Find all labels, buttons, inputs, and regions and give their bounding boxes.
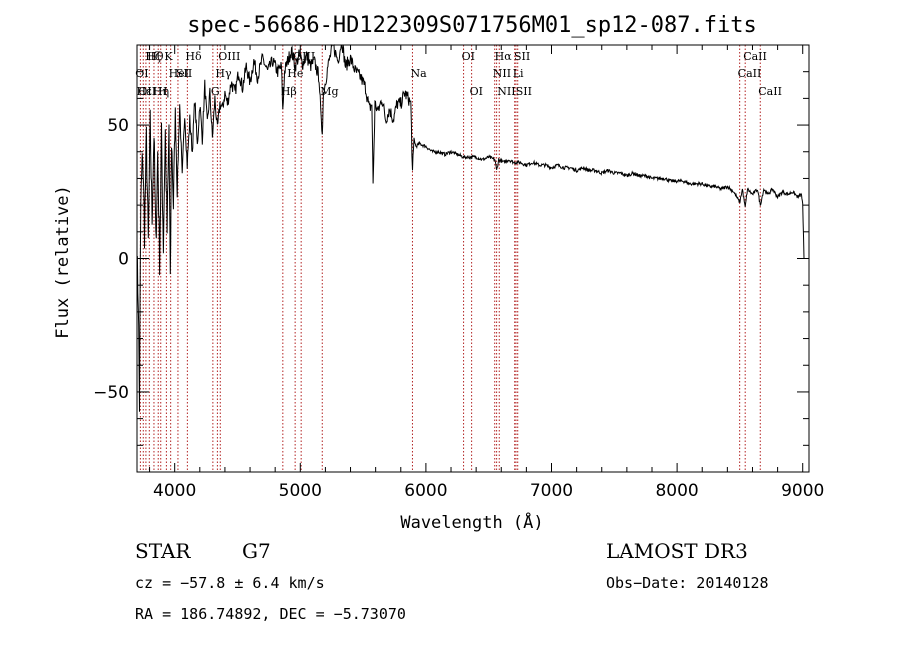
line-label: Hβ	[281, 85, 297, 98]
object-subclass: G7	[242, 539, 271, 563]
x-tick-label: 9000	[781, 481, 824, 501]
line-label: H	[158, 85, 168, 98]
line-label: He	[287, 67, 303, 80]
line-label: Hα	[495, 50, 513, 63]
line-label: OII	[138, 85, 156, 98]
line-label: CaII	[743, 50, 767, 63]
line-label: K	[164, 50, 173, 63]
spectral-line-markers	[139, 45, 761, 472]
line-label: OI	[462, 50, 475, 63]
line-label: Hδ	[185, 50, 202, 63]
line-label: Hε	[137, 85, 153, 98]
y-axis-ticks: −50 0 50	[93, 44, 809, 446]
line-label: CaII	[738, 67, 762, 80]
line-label: G	[211, 85, 220, 98]
line-label: CaII	[758, 85, 782, 98]
line-label: NII	[497, 85, 515, 98]
y-tick-label: 50	[107, 116, 129, 136]
x-tick-label: 6000	[404, 481, 447, 501]
ra-dec-coordinates: RA = 186.74892, DEC = −5.73070	[135, 605, 406, 623]
line-label: NII	[493, 67, 511, 80]
observation-date: Obs−Date: 20140128	[606, 574, 769, 592]
line-label: OI	[470, 85, 483, 98]
line-label: Hγ	[215, 67, 232, 80]
x-tick-label: 7000	[530, 481, 573, 501]
chart-title: spec-56686-HD122309S071756M01_sp12-087.f…	[187, 13, 757, 38]
line-label: SII	[516, 85, 532, 98]
line-label: Na	[410, 67, 427, 80]
plot-frame	[136, 44, 810, 473]
line-label: HeI	[169, 67, 189, 80]
line-label: Li	[513, 67, 524, 80]
object-class: STAR	[135, 539, 191, 563]
y-tick-label: 0	[118, 250, 129, 270]
x-axis-label: Wavelength (Å)	[400, 511, 543, 533]
y-tick-label: −50	[93, 383, 129, 403]
line-label: OIII	[218, 50, 240, 63]
line-label: Hη	[153, 85, 169, 98]
spectrum-series	[136, 44, 805, 412]
survey-name: LAMOST DR3	[606, 539, 748, 563]
line-label: OI	[135, 67, 148, 80]
line-label: SII	[514, 50, 530, 63]
y-axis-label: Flux (relative)	[53, 185, 73, 339]
line-label: Hθ	[147, 50, 164, 63]
line-label: SII	[176, 67, 192, 80]
x-tick-label: 8000	[655, 481, 698, 501]
x-axis-ticks: 4000 5000 6000 7000 8000 9000	[149, 45, 824, 501]
redshift-velocity: cz = −57.8 ± 6.4 km/s	[135, 574, 325, 592]
x-tick-label: 4000	[153, 481, 196, 501]
x-tick-label: 5000	[279, 481, 322, 501]
line-label: Hζ	[145, 50, 161, 63]
